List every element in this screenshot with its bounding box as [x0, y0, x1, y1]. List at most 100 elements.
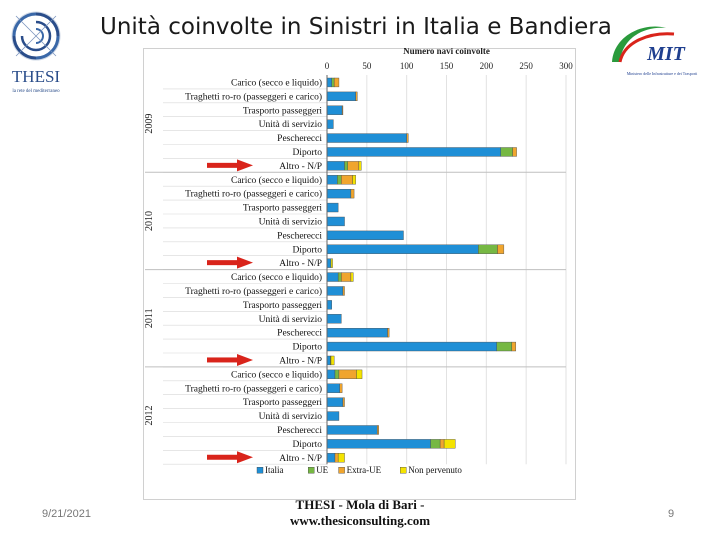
bar-segment	[326, 383, 340, 393]
bar-segment	[326, 300, 332, 310]
category-label: Altro - N/P	[279, 356, 322, 366]
bar-segment	[334, 369, 340, 379]
bar-segment	[326, 161, 345, 171]
bar-segment	[326, 133, 407, 143]
category-label: Traghetti ro-ro (passeggeri e carico)	[185, 189, 322, 200]
bar-segment	[352, 175, 356, 185]
year-label: 2012	[144, 406, 155, 426]
bar-segment	[342, 397, 345, 407]
bar-segment	[337, 453, 345, 463]
bar-segment	[326, 369, 336, 379]
x-tick-label: 0	[325, 61, 330, 71]
bar-segment	[326, 77, 332, 88]
mit-brand: MIT	[646, 43, 686, 65]
bar-segment	[330, 258, 333, 268]
highlight-arrow-shaft	[207, 260, 237, 266]
category-label: Traghetti ro-ro (passeggeri e carico)	[185, 286, 322, 297]
bar-segment	[496, 341, 513, 352]
category-label: Altro - N/P	[279, 162, 322, 172]
bar-segment	[326, 147, 501, 157]
bar-segment	[339, 383, 343, 393]
bar-segment	[326, 314, 342, 324]
bar-segment	[326, 119, 334, 129]
bar-segment	[344, 161, 348, 171]
category-label: Carico (secco e liquido)	[231, 272, 322, 283]
legend-swatch	[307, 467, 315, 474]
chart-background	[143, 48, 576, 500]
x-tick-label: 250	[519, 61, 533, 71]
bar-segment	[350, 188, 355, 199]
legend-swatch	[338, 467, 345, 474]
bar-segment	[497, 244, 505, 254]
bar-segment	[387, 328, 390, 338]
bar-segment	[511, 341, 517, 352]
page-number: 9	[668, 508, 675, 520]
bar-segment	[326, 175, 338, 185]
category-label: Altro - N/P	[279, 259, 322, 269]
category-label: Pescherecci	[277, 426, 322, 436]
bar-segment	[326, 286, 344, 296]
bar-segment	[350, 272, 354, 282]
highlight-arrow-shaft	[207, 357, 237, 363]
bar-segment	[337, 175, 342, 185]
highlight-arrow-shaft	[207, 162, 237, 168]
category-label: Altro - N/P	[279, 454, 322, 464]
bar-segment	[326, 439, 431, 449]
thesi-tagline: la rete del mediterraneo	[12, 89, 60, 94]
bar-segment	[347, 161, 360, 171]
bar-segment	[341, 175, 353, 185]
mit-logo: MIT Ministero delle Infrastrutture e dei…	[612, 26, 698, 76]
category-label: Unità di servizio	[259, 120, 323, 130]
category-label: Trasporto passeggeri	[243, 301, 322, 311]
bar-segment	[331, 77, 335, 88]
legend-label: Italia	[265, 465, 284, 475]
category-label: Trasporto passeggeri	[243, 398, 322, 408]
category-label: Pescherecci	[277, 134, 322, 144]
category-label: Carico (secco e liquido)	[231, 369, 322, 380]
highlight-arrow-icon	[237, 256, 253, 269]
legend-label: Non pervenuto	[408, 465, 462, 475]
highlight-arrow-icon	[237, 159, 253, 172]
x-tick-label: 200	[480, 61, 494, 71]
bar-segment	[326, 202, 339, 213]
bar-segment	[406, 133, 409, 143]
x-tick-label: 300	[559, 61, 573, 71]
bar-segment	[443, 439, 456, 449]
category-label: Diporto	[292, 343, 322, 353]
stacked-bar-chart: 0 50 100 150 200 250 300 Numero navi coinvolte 2…	[143, 48, 576, 500]
bar-segment	[500, 147, 513, 157]
bar-segment	[326, 188, 352, 199]
bar-segment	[326, 216, 345, 227]
thesi-spiral-icon	[11, 11, 61, 61]
category-label: Carico (secco e liquido)	[231, 175, 322, 186]
bar-segment	[334, 453, 339, 463]
legend-swatch	[400, 467, 407, 474]
bar-segment	[330, 355, 335, 366]
thesi-brand: THESI	[12, 67, 61, 86]
bar-segment	[326, 244, 479, 254]
bar-segment	[326, 397, 344, 407]
bar-segment	[326, 425, 378, 435]
bar-segment	[358, 161, 362, 171]
footer-date: 9/21/2021	[42, 508, 91, 520]
footer-credit-line2: www.thesiconsulting.com	[289, 513, 431, 528]
slide-title: Unità coinvolte in Sinistri in Italia e …	[100, 14, 612, 40]
bar-segment	[430, 439, 441, 449]
bar-segment	[478, 244, 498, 254]
bar-segment	[333, 77, 340, 88]
axis-title: Numero navi coinvolte	[403, 48, 490, 56]
year-label: 2009	[144, 114, 155, 134]
bar-segment	[376, 425, 379, 435]
mit-tagline: Ministero delle Infrastrutture e dei Tra…	[627, 71, 698, 76]
highlight-arrow-shaft	[207, 454, 237, 460]
category-label: Diporto	[292, 245, 322, 255]
footer-credit-line1: THESI - Mola di Bari -	[295, 497, 425, 512]
category-label: Traghetti ro-ro (passeggeri e carico)	[185, 383, 322, 394]
category-label: Unità di servizio	[259, 217, 323, 227]
category-label: Pescherecci	[277, 231, 322, 241]
x-tick-label: 100	[400, 61, 414, 71]
bar-segment	[512, 147, 517, 157]
bar-segment	[326, 258, 332, 268]
category-label: Diporto	[292, 148, 322, 158]
category-label: Trasporto passeggeri	[243, 106, 322, 116]
